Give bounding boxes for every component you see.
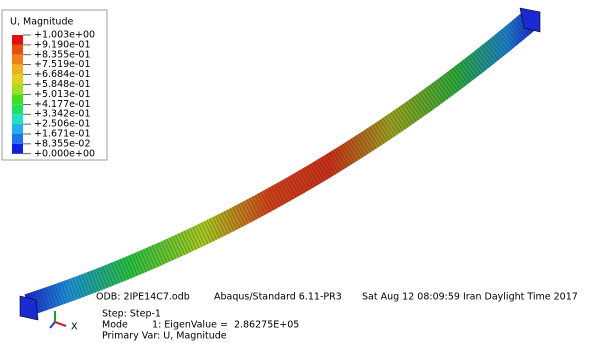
viewport: U, Magnitude +1.003e+00+9.190e-01+8.355e… [0,0,592,343]
legend-swatch [12,134,23,144]
legend-swatch [12,75,23,85]
legend-swatch [12,144,23,154]
legend-swatch [12,65,23,75]
triad-z-axis [50,322,55,328]
triad-x-axis [55,322,66,326]
solver: Abaqus/Standard 6.11-PR3 [214,292,342,303]
legend-label: +0.000e+00 [34,148,95,159]
step: Step: Step-1 [102,309,161,320]
triad-x-label: X [71,322,78,333]
legend-swatch [12,35,23,45]
legend-swatch [12,104,23,114]
legend-swatch [12,114,23,124]
legend-swatch [12,94,23,104]
mode: Mode 1: EigenValue = 2.86275E+05 [102,320,299,331]
legend-swatch [12,55,23,65]
legend-swatch [12,124,23,134]
legend-title: U, Magnitude [10,17,73,28]
beam-end [20,296,38,320]
primary-var: Primary Var: U, Magnitude [102,331,227,342]
legend-swatch [12,85,23,95]
date: Sat Aug 12 08:09:59 Iran Daylight Time 2… [362,292,578,303]
page: {"legend": {"title": "U, Magnitude", "la… [0,0,592,343]
legend-swatch [12,45,23,55]
odb-name: ODB: 2IPE14C7.odb [96,292,190,303]
